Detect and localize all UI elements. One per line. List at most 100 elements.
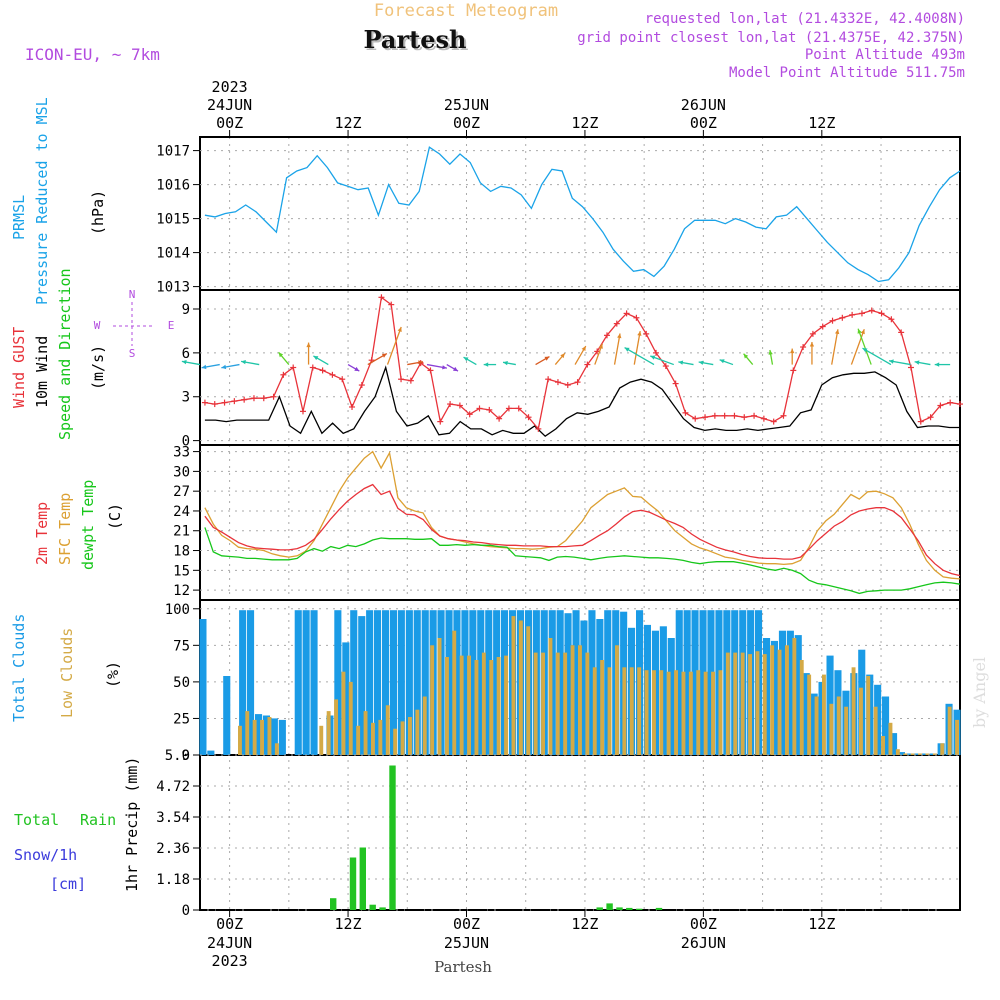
low-cloud-bar <box>733 652 738 755</box>
label-pressure-msl: Pressure Reduced to MSL <box>33 97 51 305</box>
total-cloud-bar <box>382 610 390 755</box>
total-cloud-bar <box>897 752 905 755</box>
precip-bar <box>359 847 366 910</box>
grid-lines <box>229 137 882 910</box>
wind-arrow-head <box>835 329 840 335</box>
low-cloud-bar <box>881 736 885 755</box>
wind-arrow-head <box>889 359 894 364</box>
top-tick-label: 12Z <box>571 114 598 132</box>
total-cloud-bar <box>556 610 564 755</box>
model-altitude: Model Point Altitude 511.75m <box>729 65 965 81</box>
precip-bar <box>389 765 396 910</box>
point-altitude: Point Altitude 493m <box>805 47 965 63</box>
wind-arrow <box>624 347 655 366</box>
total-cloud-bar <box>413 610 421 755</box>
low-cloud-bar <box>415 709 420 755</box>
low-cloud-bar <box>859 687 863 755</box>
total-cloud-bar <box>493 610 501 755</box>
total-cloud-bar <box>294 610 302 755</box>
pressure-line <box>204 146 961 283</box>
total-cloud-bar <box>389 610 397 755</box>
wind-arrow-head <box>698 360 704 365</box>
low-cloud-bar <box>422 696 427 755</box>
wind-arrow-head <box>560 353 565 359</box>
total-cloud-bar <box>588 610 596 755</box>
low-cloud-bar <box>748 654 752 755</box>
y-tick-label: 4.72 <box>156 779 190 795</box>
total-cloud-bar <box>913 753 921 755</box>
wind-arrow-head <box>624 347 630 352</box>
wind-arrow-head <box>544 356 550 361</box>
low-cloud-bar <box>615 645 619 755</box>
low-cloud-bar <box>866 676 871 755</box>
total-cloud-bar <box>397 610 405 755</box>
wind-arrow-head <box>442 365 447 370</box>
wind-arrow-head <box>617 333 622 339</box>
precip-bar <box>349 857 357 910</box>
total-cloud-bar <box>270 718 278 755</box>
low-cloud-bar <box>947 706 952 755</box>
wind-arrow <box>850 329 865 365</box>
total-cloud-bar <box>350 610 358 755</box>
low-cloud-bar <box>481 652 486 755</box>
low-cloud-bar <box>829 703 834 755</box>
y-tick-label: 3.54 <box>156 810 190 826</box>
low-cloud-bar <box>932 753 937 755</box>
bottom-tick-label: 12Z <box>808 915 835 933</box>
total-cloud-bar <box>469 610 477 755</box>
low-cloud-bar <box>238 725 242 755</box>
low-cloud-bar <box>718 670 723 755</box>
label-speed-direction: Speed and Direction <box>56 268 74 440</box>
clouds-panel: 0 25 50 75 100 <box>165 602 961 764</box>
wind-arrow-head <box>768 350 773 355</box>
low-cloud-bar <box>637 667 642 755</box>
label-celsius: (C) <box>106 503 124 530</box>
y-tick-label: 0 <box>182 903 190 919</box>
low-cloud-bar <box>592 667 597 755</box>
wind-arrow-head <box>418 360 423 365</box>
label-ms: (m/s) <box>89 345 107 390</box>
total-cloud-bar <box>675 610 683 755</box>
low-cloud-bar <box>459 655 464 755</box>
total-cloud-bar <box>262 715 270 755</box>
total-cloud-bar <box>358 616 366 755</box>
low-cloud-bar <box>740 652 745 755</box>
total-cloud-bar <box>580 620 588 755</box>
label-rain: Rain <box>80 811 116 829</box>
total-cloud-bar <box>405 610 413 755</box>
total-cloud-bar <box>802 673 810 755</box>
y-tick-label: 25 <box>173 711 190 727</box>
wind-arrow-head <box>463 357 469 362</box>
total-cloud-bar <box>421 610 429 755</box>
low-cloud-bar <box>267 717 272 755</box>
low-cloud-bar <box>674 670 678 755</box>
low-cloud-bar <box>792 638 797 755</box>
wind-arrow-head <box>354 366 360 372</box>
wind-arrow <box>386 326 402 365</box>
low-cloud-bar <box>851 667 856 755</box>
wind-arrow-head <box>914 360 920 365</box>
precip-bar <box>379 907 386 910</box>
y-tick-label: 1017 <box>156 144 190 160</box>
low-cloud-bar <box>666 671 671 755</box>
wind-arrow-head <box>201 364 207 370</box>
pressure-panel: 1013 1014 1015 1016 1017 <box>156 144 961 296</box>
label-snow: Snow/1h <box>14 846 77 864</box>
low-cloud-bar <box>430 645 435 755</box>
low-cloud-bar <box>814 696 819 755</box>
low-cloud-bar <box>688 671 693 755</box>
chart-title: Forecast Meteogram <box>374 1 558 21</box>
low-cloud-bar <box>378 719 383 755</box>
label-total-clouds: Total Clouds <box>10 614 28 722</box>
wind-arrow-head <box>397 327 402 332</box>
signature: by Angel <box>970 657 989 728</box>
label-wind-gust: Wind GUST <box>10 327 28 408</box>
wind-arrow-head <box>790 348 795 354</box>
low-cloud-bar <box>474 660 479 755</box>
bottom-date-label: 25JUN <box>444 934 489 952</box>
compass-s: S <box>129 347 136 360</box>
label-prmsl: PRMSL <box>10 195 28 240</box>
low-cloud-bar <box>526 626 531 755</box>
temp-2m-line <box>204 483 961 577</box>
wind-arrow-head <box>719 359 725 364</box>
